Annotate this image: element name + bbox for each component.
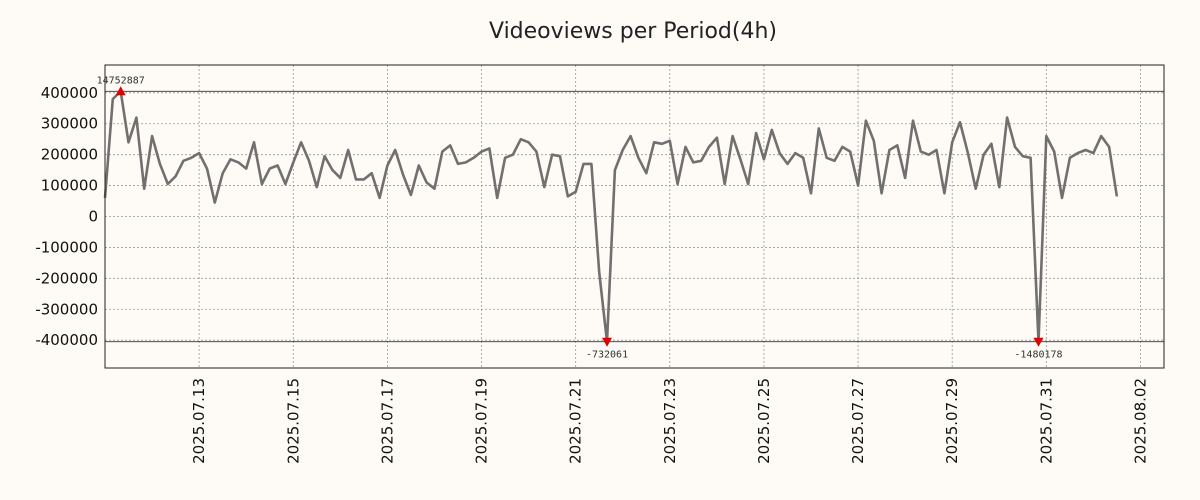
y-tick-label: 400000 [41, 84, 98, 102]
y-tick-label: -200000 [35, 269, 98, 287]
x-tick-label: 2025.07.15 [284, 378, 302, 464]
x-tick-label: 2025.07.29 [943, 378, 961, 464]
y-tick-label: 100000 [41, 177, 98, 195]
x-tick-label: 2025.07.13 [190, 378, 208, 464]
annotation-marker [602, 337, 613, 347]
x-tick-label: 2025.08.02 [1131, 378, 1149, 464]
annotation-label: -1480178 [1014, 350, 1062, 361]
x-tick-label: 2025.07.23 [661, 378, 679, 464]
x-tick-label: 2025.07.17 [378, 378, 396, 464]
grid-lines [105, 65, 1164, 368]
y-tick-label: -400000 [35, 331, 98, 349]
y-tick-label: -300000 [35, 300, 98, 318]
x-tick-label: 2025.07.21 [567, 378, 585, 464]
y-tick-label: -100000 [35, 238, 98, 256]
annotation-marker [115, 86, 126, 96]
series-layer [103, 90, 1119, 344]
annotation-marker [1033, 337, 1044, 347]
annotation-label: 14752887 [97, 75, 145, 86]
y-tick-label: 300000 [41, 115, 98, 133]
y-tick-label: 200000 [41, 146, 98, 164]
x-tick-labels: 2025.07.13 2025.07.15 2025.07.17 2025.07.19… [190, 378, 1149, 464]
annotation-label: -732061 [586, 350, 628, 361]
annotation-markers: 14752887 -732061 -1480178 [97, 75, 1063, 360]
y-tick-label: 0 [88, 208, 98, 226]
x-tick-label: 2025.07.19 [473, 378, 491, 464]
y-tick-labels: 400000 300000 200000 100000 0 -100000 -200000 -… [35, 84, 98, 349]
x-tick-label: 2025.07.31 [1037, 378, 1055, 464]
x-tick-label: 2025.07.25 [755, 378, 773, 464]
chart-title: Videoviews per Period(4h) [489, 19, 777, 44]
plot-frame [104, 64, 1165, 369]
series-line [103, 90, 1119, 344]
x-tick-label: 2025.07.27 [849, 378, 867, 464]
reference-lines [105, 90, 1164, 343]
